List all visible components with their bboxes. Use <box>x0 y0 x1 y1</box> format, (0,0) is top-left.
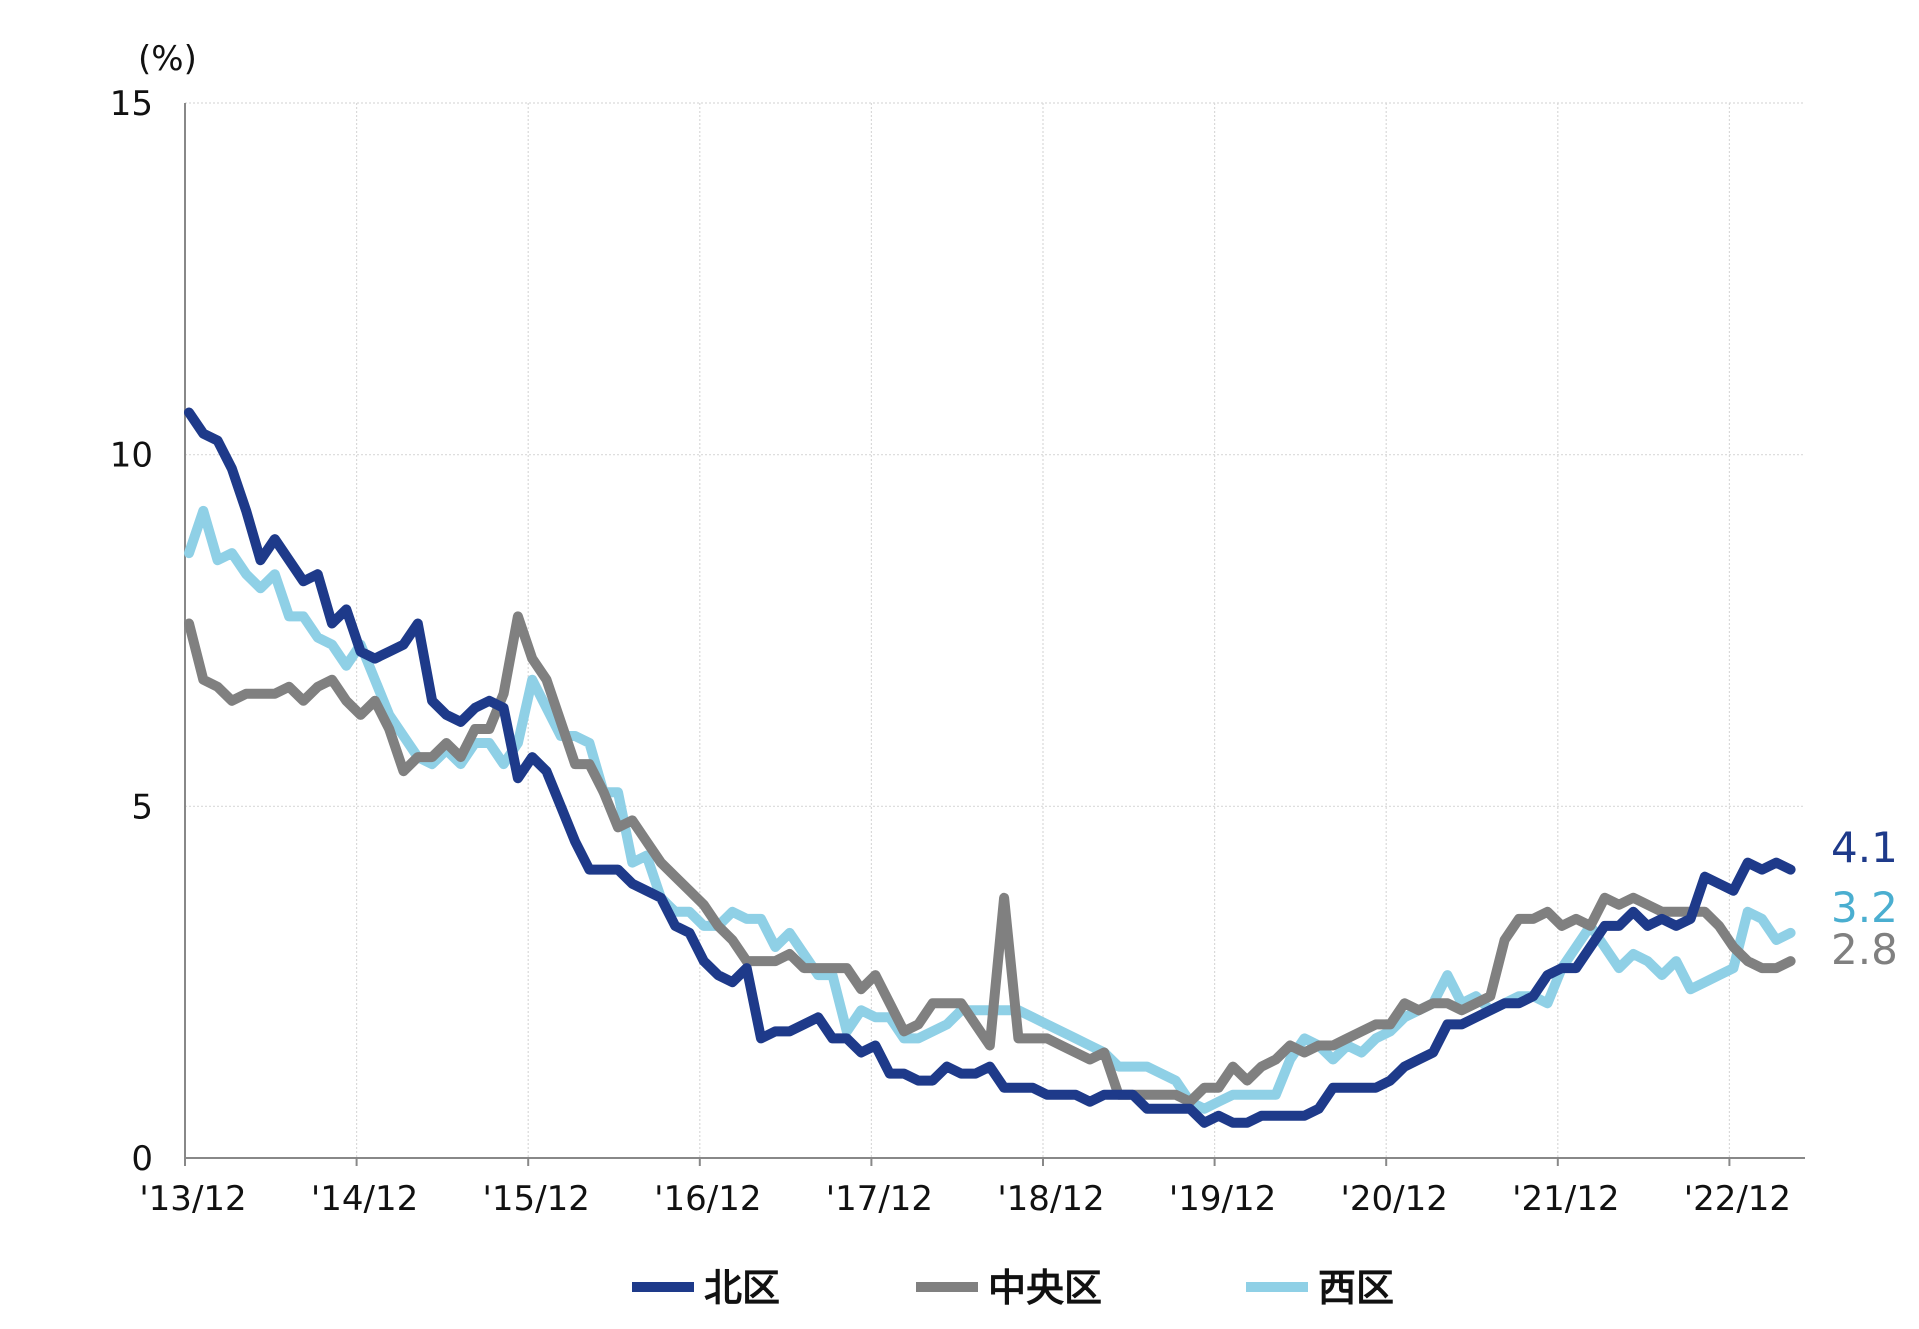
end-label-1: 2.8 <box>1831 925 1898 974</box>
x-tick-label: '14/12 <box>311 1179 418 1219</box>
legend-label-1: 中央区 <box>988 1266 1102 1310</box>
end-label-0: 4.1 <box>1831 823 1898 872</box>
y-unit-label: (%) <box>138 39 197 79</box>
legend-label-0: 北区 <box>704 1266 780 1310</box>
x-tick-label: '15/12 <box>483 1179 590 1219</box>
x-tick-labels: '13/12 '14/12 '15/12 '16/12 '17/12 '18/12 '19/… <box>139 1179 1791 1219</box>
y-tick-label: 10 <box>110 436 153 476</box>
series-lines <box>184 407 1796 1128</box>
end-label-2: 3.2 <box>1831 883 1898 932</box>
legend: 北区 中央区 西区 <box>632 1266 1394 1310</box>
legend-label-2: 西区 <box>1318 1266 1394 1310</box>
y-tick-labels: 0 5 10 15 <box>110 84 153 1179</box>
end-value-labels: 4.1 2.83.2 <box>1831 823 1898 974</box>
y-tick-label: 0 <box>131 1139 153 1179</box>
y-tick-label: 15 <box>110 84 153 124</box>
x-tick-label: '19/12 <box>1169 1179 1276 1219</box>
x-tick-label: '20/12 <box>1341 1179 1448 1219</box>
y-tick-label: 5 <box>131 787 153 827</box>
x-tick-label: '21/12 <box>1512 1179 1619 1219</box>
series-line-1 <box>184 611 1796 1107</box>
x-tick-label: '16/12 <box>654 1179 761 1219</box>
x-tick-label: '18/12 <box>997 1179 1104 1219</box>
series-line-0 <box>184 407 1796 1128</box>
grid-lines <box>185 102 1805 1158</box>
x-tick-label: '13/12 <box>139 1179 246 1219</box>
axes <box>184 103 1805 1166</box>
x-tick-label: '17/12 <box>826 1179 933 1219</box>
x-tick-label: '22/12 <box>1684 1179 1791 1219</box>
